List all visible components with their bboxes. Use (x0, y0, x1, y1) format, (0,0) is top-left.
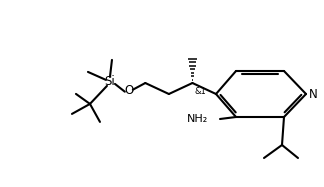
Text: N: N (309, 88, 318, 100)
Text: NH₂: NH₂ (187, 114, 208, 124)
Text: &1: &1 (194, 87, 206, 96)
Text: O: O (124, 84, 133, 97)
Text: Si: Si (105, 75, 115, 88)
